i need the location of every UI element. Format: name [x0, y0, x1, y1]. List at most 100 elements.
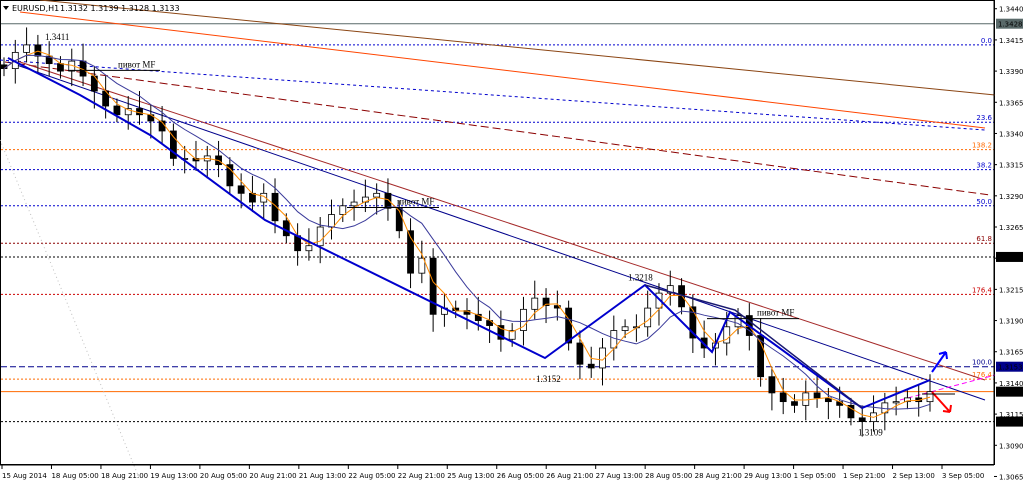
candle-body	[531, 297, 539, 310]
price-tick-label: 1.3340	[999, 130, 1024, 138]
candle-body	[260, 192, 268, 203]
candle-body	[791, 401, 798, 406]
time-tick-label: 22 Aug 21:00	[398, 472, 445, 480]
candle	[847, 397, 855, 426]
candle	[904, 390, 911, 410]
candle-body	[576, 342, 584, 365]
candle-body	[23, 44, 30, 53]
time-tick-label: 25 Aug 13:00	[447, 472, 494, 480]
candle-body	[666, 285, 674, 294]
chart-header: EURUSD,H1 1.3132 1.3139 1.3128 1.3133	[3, 4, 180, 13]
price-tick-label: 1.3365	[999, 99, 1024, 107]
time-tick-label: 1 Sep 21:00	[843, 472, 885, 480]
candle-body	[587, 363, 595, 369]
trend-line	[19, 11, 986, 129]
trend-lines	[0, 0, 996, 481]
candle	[226, 157, 234, 194]
fib-level-label: 0.0	[981, 37, 992, 45]
candle	[34, 34, 42, 74]
price-marker-label: 1.3109	[998, 419, 1023, 427]
trend-line	[4, 61, 991, 196]
candle-body	[836, 401, 844, 406]
up-arrow-icon	[931, 351, 948, 373]
price-marker-label: 1.3241	[998, 254, 1023, 262]
candle-body	[395, 207, 403, 232]
candle-body	[813, 392, 821, 399]
moving-average-line	[3, 54, 931, 410]
price-marker-box	[996, 386, 1023, 397]
candle-body	[328, 214, 335, 228]
time-tick-label: 18 Aug 05:00	[51, 472, 98, 480]
candle-body	[565, 307, 573, 344]
swing-price-label: 1.3411	[45, 32, 69, 42]
candle-body	[45, 55, 53, 65]
candle	[779, 377, 787, 415]
candle-body	[689, 306, 697, 339]
fib-level-label: 176.4	[972, 286, 993, 294]
candle	[813, 375, 821, 408]
fib-level-label: 138.2	[972, 142, 992, 150]
candle	[45, 41, 53, 77]
price-tick-label: 1.3315	[999, 162, 1024, 170]
candle-body	[768, 376, 776, 394]
candle-body	[520, 308, 527, 331]
candle-body	[57, 63, 64, 72]
candle-body	[271, 192, 279, 222]
price-tick-label: 1.3065	[999, 473, 1024, 481]
time-tick-label: 3 Sep 05:00	[942, 472, 984, 480]
candle-body	[316, 226, 324, 247]
price-marker-label: 1.3428	[998, 21, 1023, 29]
candle-body	[136, 108, 143, 116]
candle	[858, 405, 866, 437]
candle-body	[350, 201, 358, 207]
time-tick-label: 27 Aug 13:00	[596, 472, 643, 480]
pivot-label: пивот MF	[397, 197, 434, 207]
candle-body	[384, 192, 392, 209]
price-levels: 0.0 23.6 138.2 38.2 50.0 61.8 176.4 100.0 176.4	[1, 23, 994, 423]
fib-level-label: 176.4	[972, 371, 993, 379]
pivot-label: пивот MF	[118, 59, 155, 69]
candlesticks	[0, 27, 934, 437]
candle	[497, 310, 505, 352]
candle	[407, 218, 414, 289]
price-tick-label: 1.3215	[999, 286, 1024, 294]
candle-body	[553, 305, 561, 309]
price-tick-label: 1.3115	[999, 411, 1024, 419]
fib-level-label: 23.6	[976, 114, 992, 122]
candle	[429, 248, 437, 332]
pivot-label: пивот MF	[757, 308, 794, 318]
candle-body	[847, 404, 855, 419]
candle	[350, 189, 358, 221]
candle	[418, 240, 426, 284]
time-tick-label: 19 Aug 13:00	[150, 472, 197, 480]
candle-body	[226, 164, 234, 187]
candle	[599, 338, 606, 386]
candle-body	[904, 397, 911, 403]
candle-body	[858, 417, 866, 422]
candle-body	[474, 313, 482, 321]
candle	[553, 290, 561, 321]
time-tick-label: 26 Aug 05:00	[497, 472, 544, 480]
candle	[892, 386, 900, 416]
candle	[565, 300, 573, 351]
swing-price-label: 1.3109	[858, 428, 883, 438]
price-tick-label: 1.3290	[999, 193, 1024, 201]
fib-level-label: 50.0	[976, 198, 992, 206]
candle	[768, 366, 776, 411]
candle-body	[599, 347, 606, 369]
fib-level-label: 38.2	[976, 162, 992, 170]
time-tick-label: 29 Aug 13:00	[744, 472, 791, 480]
time-tick-label: 18 Aug 21:00	[101, 472, 148, 480]
price-marker-box	[996, 18, 1023, 29]
zigzag-wave-line	[7, 57, 931, 410]
candle	[23, 27, 30, 63]
candle	[666, 270, 674, 306]
price-marker-label: 1.3133	[998, 389, 1023, 397]
candle-body	[644, 307, 652, 328]
candle	[791, 394, 798, 413]
candle-body	[621, 326, 629, 331]
dropdown-arrow-icon	[3, 6, 9, 10]
candle-body	[339, 205, 347, 215]
ohlc-values: 1.3132 1.3139 1.3128 1.3133	[60, 4, 180, 13]
